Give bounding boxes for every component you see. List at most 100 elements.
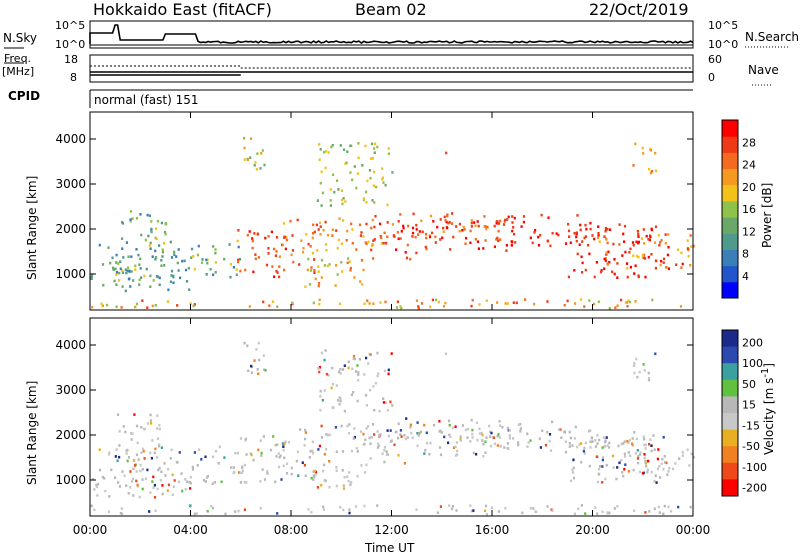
velocity-cell [367,362,370,365]
velocity-cell [644,447,647,450]
power-cell [686,247,689,250]
velocity-cell [376,446,380,449]
power-cell [330,145,333,149]
power-cell [130,270,133,273]
power-cell [395,306,399,309]
velocity-colorbar-swatch [722,396,738,414]
power-cell [470,225,473,228]
power-cell [197,244,200,248]
velocity-cell [612,454,615,458]
velocity-cell [368,436,371,440]
power-cell [405,256,409,260]
power-cell [499,238,502,241]
power-cell [522,215,526,218]
power-cell [134,268,137,271]
power-cell [642,152,645,155]
power-cell [283,268,286,272]
velocity-cell [252,458,255,462]
power-cell [158,276,161,280]
velocity-cell [548,433,552,436]
power-cell [144,238,147,242]
power-cell [333,190,336,194]
velocity-cell [406,436,409,439]
velocity-cell [348,508,351,511]
station-title: Hokkaido East (fitACF) [93,0,272,19]
velocity-cell [584,441,587,445]
power-cell [318,158,321,161]
velocity-cell [661,457,664,461]
velocity-cell [417,434,420,437]
power-cell [267,247,270,250]
power-cell [298,263,301,266]
velocity-cell [311,440,314,444]
power-cell [414,235,417,239]
velocity-cell [665,461,668,465]
power-cell [563,303,566,307]
power-cell [172,275,175,279]
velocity-cell [343,476,346,479]
velocity-cell [594,445,598,448]
power-cell [483,215,486,218]
velocity-cell [171,493,174,497]
velocity-cell [484,440,487,443]
power-cell [429,214,433,218]
velocity-cell [378,435,381,439]
velocity-cell [605,463,608,467]
power-cell [349,171,352,174]
velocity-cell [173,479,176,482]
power-cell [606,263,609,266]
velocity-cell [335,384,338,387]
velocity-cell [449,435,452,438]
velocity-cell [328,460,331,463]
power-cell [385,241,388,245]
power-cell [539,233,542,237]
power-cell [383,231,386,235]
velocity-cell [354,505,358,508]
velocity-cell [595,455,598,458]
velocity-cell [341,450,345,453]
power-cell [624,301,627,304]
velocity-cell [317,448,320,451]
power-cell [300,239,303,242]
power-cell [402,226,405,230]
power-cell [504,218,507,222]
power-cell [341,198,344,202]
velocity-cell [147,422,150,425]
velocity-cell [123,474,126,478]
power-cell [537,235,540,239]
velocity-cell [323,358,326,362]
velocity-cell [327,373,330,377]
power-cell [477,224,480,228]
power-cell [608,306,611,310]
velocity-cell [657,448,660,451]
velocity-cell [253,359,256,362]
power-cell [657,234,660,237]
velocity-cell [589,446,592,449]
power-cell [442,226,445,230]
velocity-cell [198,448,201,451]
power-cell [319,148,322,151]
velocity-cell [148,510,151,513]
power-cell [363,302,366,305]
power-cell [307,257,310,261]
velocity-cell [403,434,406,437]
velocity-cell [572,466,575,470]
velocity-cell [323,452,326,456]
power-cell [318,143,321,146]
power-cell [251,239,254,243]
velocity-cell [529,439,532,442]
velocity-cell [212,455,215,459]
velocity-cell [213,481,217,484]
velocity-cell [386,429,389,432]
power-cell [364,241,367,244]
panel-frame [89,317,694,517]
velocity-cell [347,431,351,435]
power-cell [645,234,648,238]
velocity-cell [602,436,605,439]
power-cell [181,259,184,263]
velocity-cell [205,476,208,479]
velocity-colorbar-swatch [722,346,738,364]
velocity-cell [674,462,677,465]
y-tick-label: 3000 [55,383,86,397]
